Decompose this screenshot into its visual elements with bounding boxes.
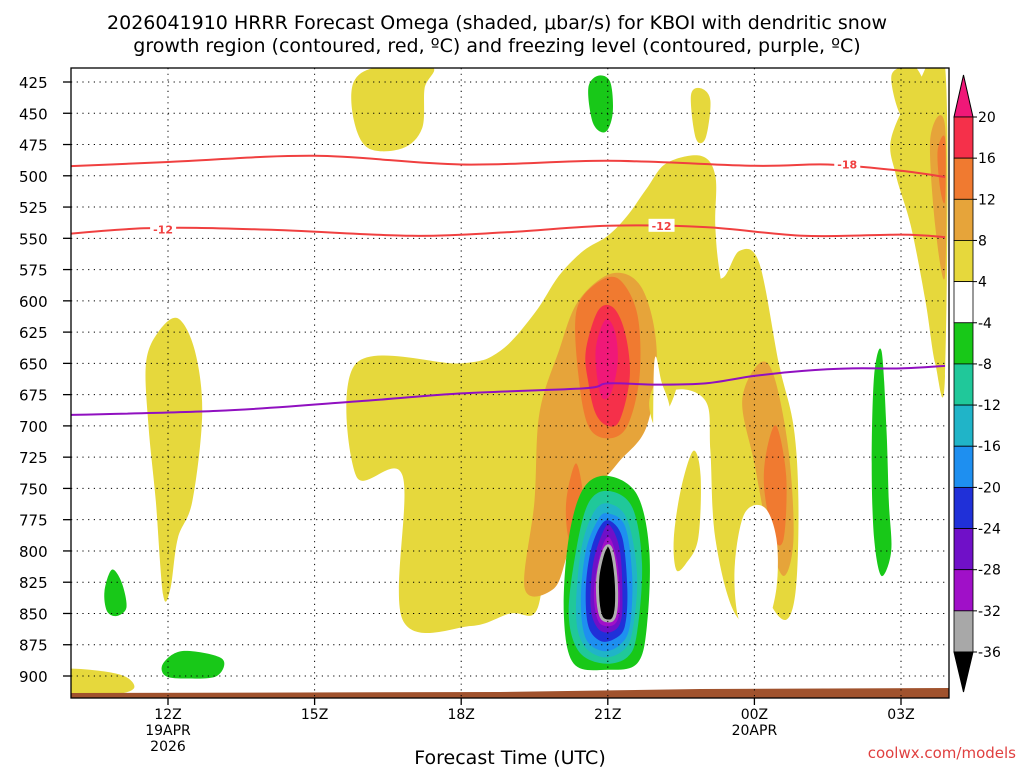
y-tick-label-675: 675 bbox=[19, 387, 48, 405]
y-tick-label-425: 425 bbox=[19, 74, 48, 92]
omega-region-neg-31 bbox=[734, 504, 778, 641]
y-tick-label-600: 600 bbox=[19, 293, 48, 311]
colorbar-bin--20-to--16 bbox=[953, 445, 974, 488]
colorbar-bin--24-to--20 bbox=[953, 486, 974, 529]
omega-region-neg-28 bbox=[588, 75, 613, 133]
contour-label-bg-2 bbox=[648, 218, 675, 232]
colorbar-label-9: -20 bbox=[978, 480, 1001, 496]
y-tick-label-625: 625 bbox=[19, 324, 48, 342]
colorbar-bin--16-to--12 bbox=[953, 404, 974, 447]
x-axis-title: Forecast Time (UTC) bbox=[414, 747, 605, 768]
colorbar-label-8: -16 bbox=[978, 439, 1001, 455]
y-tick-label-475: 475 bbox=[19, 137, 48, 155]
terrain-fill bbox=[71, 688, 949, 698]
omega-region-neg-26 bbox=[597, 545, 617, 621]
omega-region-neg-30 bbox=[749, 137, 762, 198]
y-tick-label-850: 850 bbox=[19, 605, 48, 623]
colorbar-bin--36-to--32 bbox=[953, 610, 974, 653]
omega-region-pos-6 bbox=[351, 68, 435, 152]
y-tick-label-550: 550 bbox=[19, 230, 48, 248]
contour-label-2: -12 bbox=[652, 220, 672, 233]
omega-core-outline-0 bbox=[595, 544, 619, 623]
colorbar-bin-12-to-16 bbox=[953, 157, 974, 200]
colorbar-bin-4-to-8 bbox=[953, 240, 974, 283]
omega-region-neg-36 bbox=[104, 569, 127, 617]
contour-labels: -18 -12 -12 bbox=[150, 157, 861, 237]
colorbar-bin-16-to-20 bbox=[953, 116, 974, 159]
y-axis: 425 450 475 500 525 550 575 600 625 650 675 700 725 7… bbox=[19, 74, 71, 686]
y-tick-label-900: 900 bbox=[19, 668, 48, 686]
x-tick-label-12Z: 12Z bbox=[154, 707, 181, 723]
colorbar-label-13: -36 bbox=[978, 645, 1001, 661]
y-tick-label-750: 750 bbox=[19, 480, 48, 498]
colorbar-label-10: -24 bbox=[978, 522, 1001, 538]
omega-region-neg-38 bbox=[278, 651, 371, 683]
omega-shading bbox=[71, 68, 948, 696]
y-tick-label-500: 500 bbox=[19, 168, 48, 186]
y-tick-label-650: 650 bbox=[19, 355, 48, 373]
colorbar-bin--12-to--8 bbox=[953, 363, 974, 406]
colorbar-label-5: -4 bbox=[978, 316, 992, 332]
contour-label-1: -12 bbox=[153, 224, 173, 237]
colorbar-label-1: 16 bbox=[978, 151, 996, 167]
colorbar-label-4: 4 bbox=[978, 275, 987, 291]
x-tick-sublabel-12Z-1: 2026 bbox=[150, 739, 186, 755]
omega-region-pos-4 bbox=[595, 318, 618, 400]
colorbar-label-12: -32 bbox=[978, 604, 1001, 620]
x-tick-label-18Z: 18Z bbox=[447, 707, 474, 723]
y-tick-label-450: 450 bbox=[19, 105, 48, 123]
colorbar-bin--4-to-4 bbox=[953, 281, 974, 324]
colorbar-label-3: 8 bbox=[978, 233, 987, 249]
colorbar: 20 16 12 8 4 -4 -8 -12 -16 -20 -24 -28 -32 -36 bbox=[953, 74, 1001, 693]
y-tick-label-575: 575 bbox=[19, 262, 48, 280]
chart-title-line2: growth region (contoured, red, ºC) and f… bbox=[133, 35, 860, 57]
contour-label-bg-1 bbox=[150, 222, 177, 236]
colorbar-bottom-triangle bbox=[953, 651, 974, 693]
y-tick-label-700: 700 bbox=[19, 418, 48, 436]
gridlines bbox=[71, 68, 949, 698]
plot-frame bbox=[70, 67, 950, 699]
omega-region-neg-37 bbox=[161, 650, 225, 679]
x-tick-label-21Z: 21Z bbox=[594, 707, 621, 723]
y-tick-label-800: 800 bbox=[19, 543, 48, 561]
colorbar-label-11: -28 bbox=[978, 563, 1001, 579]
y-tick-label-825: 825 bbox=[19, 574, 48, 592]
omega-region-pos-10 bbox=[673, 450, 701, 572]
watermark: coolwx.com/models bbox=[868, 744, 1016, 762]
contour-label-bg-0 bbox=[834, 157, 861, 171]
x-tick-sublabel-12Z-0: 19APR bbox=[145, 723, 191, 739]
y-tick-label-775: 775 bbox=[19, 512, 48, 530]
x-tick-label-03Z: 03Z bbox=[887, 707, 914, 723]
colorbar-label-2: 12 bbox=[978, 192, 996, 208]
omega-region-pos-34 bbox=[690, 87, 711, 144]
omega-region-pos-16 bbox=[937, 135, 946, 204]
contour-dgz-bottom bbox=[71, 224, 946, 239]
y-tick-label-725: 725 bbox=[19, 449, 48, 467]
x-tick-label-00Z: 00Z bbox=[741, 707, 768, 723]
colorbar-bin--32-to--28 bbox=[953, 569, 974, 612]
contour-label-0: -18 bbox=[837, 159, 857, 172]
colorbar-top-triangle bbox=[953, 74, 974, 118]
omega-region-pos-8 bbox=[71, 668, 135, 696]
y-tick-label-875: 875 bbox=[19, 637, 48, 655]
terrain-layer bbox=[71, 688, 949, 698]
omega-region-neg-29 bbox=[718, 68, 788, 127]
omega-region-pos-7 bbox=[145, 317, 203, 602]
colorbar-bin-8-to-12 bbox=[953, 198, 974, 241]
colorbar-label-7: -12 bbox=[978, 398, 1001, 414]
y-tick-label-525: 525 bbox=[19, 199, 48, 217]
omega-region-pos-17 bbox=[891, 68, 931, 127]
colorbar-bin--8-to--4 bbox=[953, 322, 974, 365]
x-tick-label-15Z: 15Z bbox=[301, 707, 328, 723]
colorbar-bin--28-to--24 bbox=[953, 528, 974, 571]
colorbar-label-6: -8 bbox=[978, 357, 992, 373]
colorbar-label-0: 20 bbox=[978, 110, 996, 126]
x-tick-sublabel-00Z-0: 20APR bbox=[732, 723, 778, 739]
chart-title-line1: 2026041910 HRRR Forecast Omega (shaded, … bbox=[107, 12, 887, 34]
contour-freezing-level bbox=[71, 364, 946, 416]
